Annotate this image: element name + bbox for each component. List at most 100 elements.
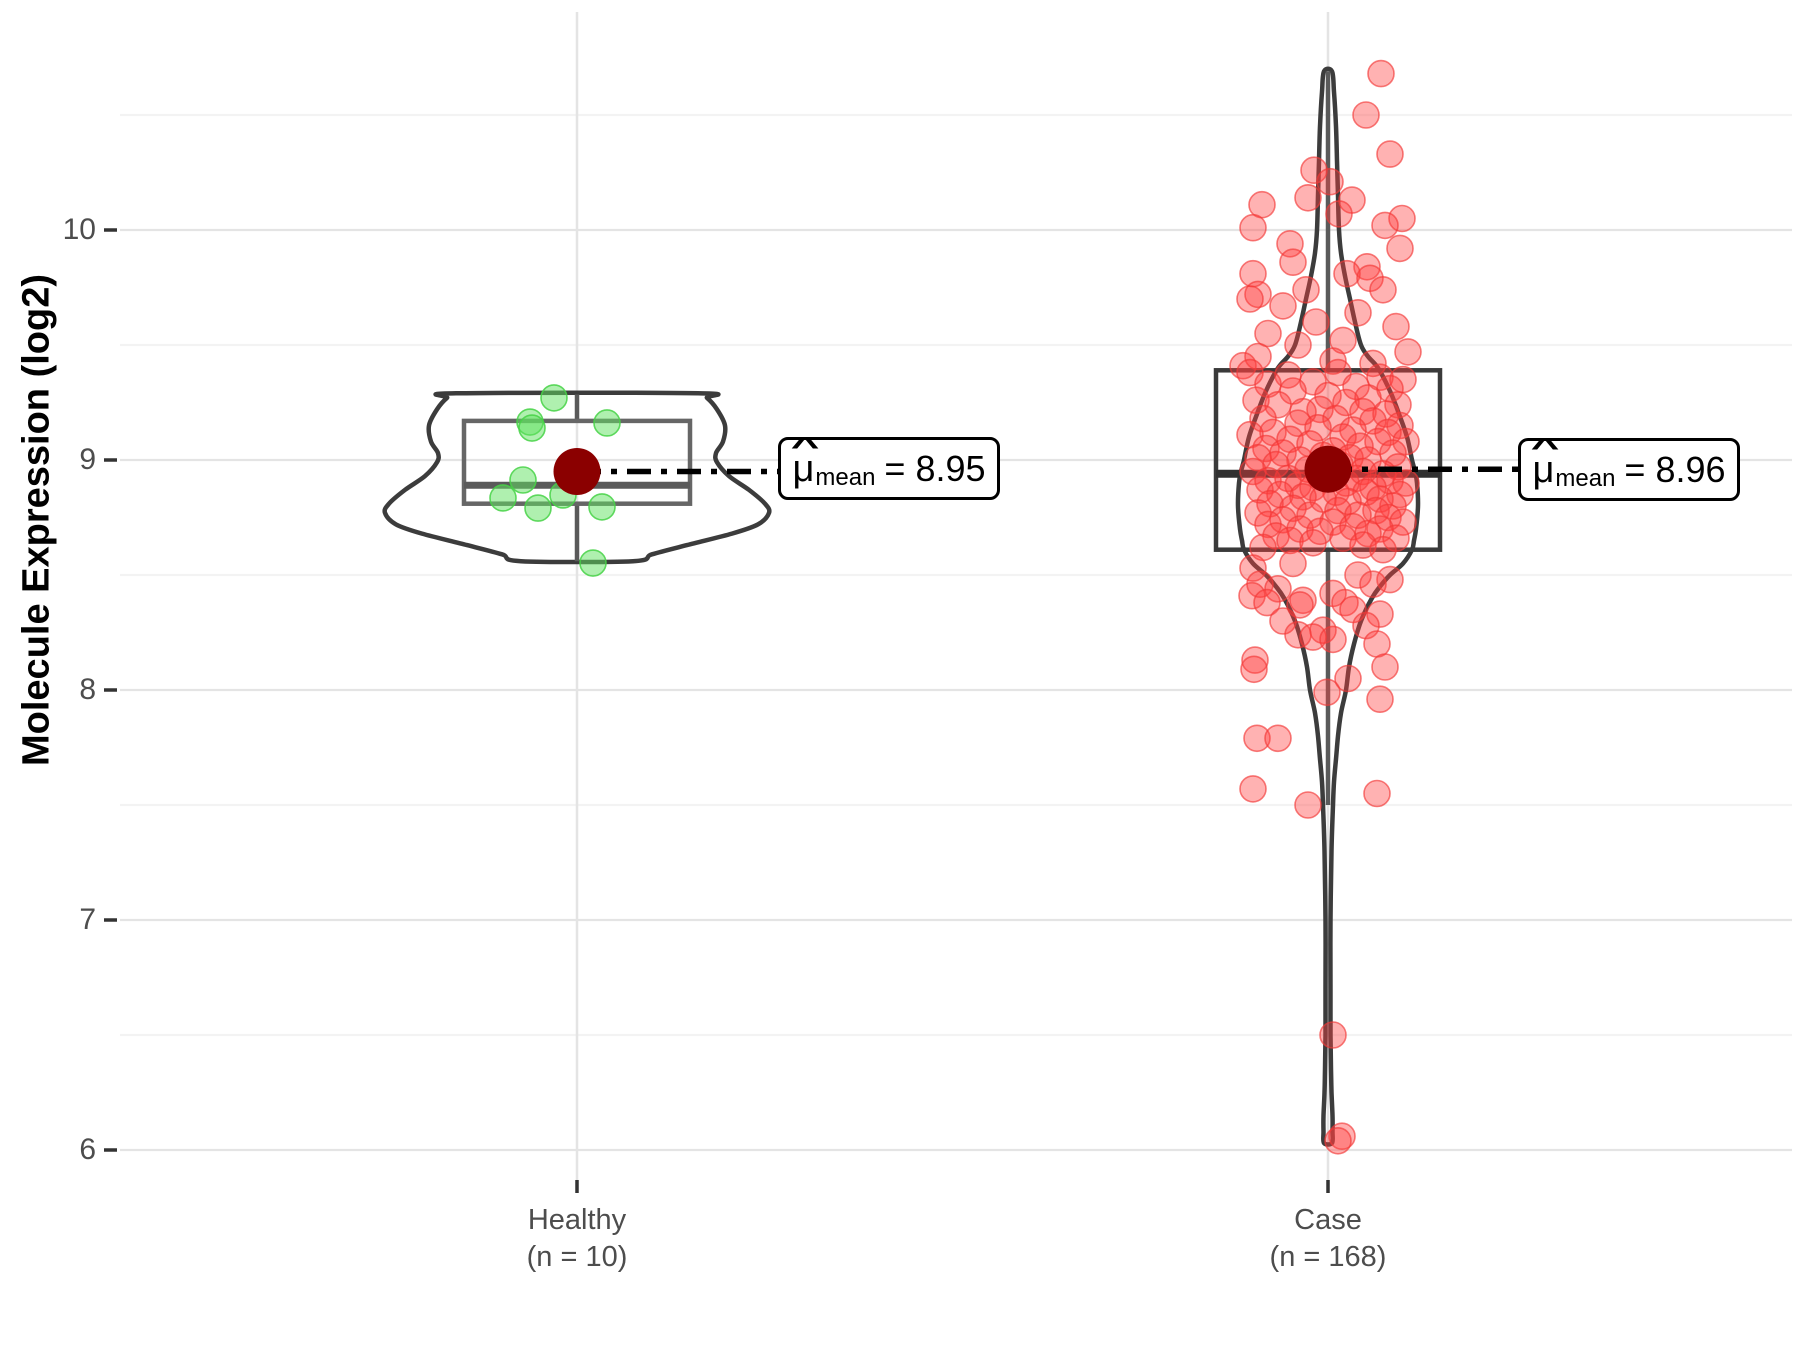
jitter-point-case xyxy=(1382,312,1410,341)
jitter-point-case xyxy=(1279,549,1307,578)
jitter-point-case xyxy=(1264,390,1292,419)
jitter-point-case xyxy=(1316,167,1344,196)
mean-value: = 8.96 xyxy=(1624,448,1726,490)
mean-subscript: mean xyxy=(815,463,876,491)
jitter-point-case xyxy=(1239,213,1267,242)
jitter-point-case xyxy=(1389,508,1417,536)
jitter-point-case xyxy=(1296,501,1324,530)
jitter-point-case xyxy=(1366,600,1394,628)
mean-label-healthy: ^ μ mean = 8.95 xyxy=(778,433,1000,500)
mu-hat-symbol: ^ μ xyxy=(790,433,819,490)
x-label-case-line1: Case xyxy=(1294,1204,1362,1236)
jitter-point-case xyxy=(1366,485,1394,513)
jitter-point-case xyxy=(1369,535,1397,564)
jitter-point-case xyxy=(1367,59,1395,88)
mu-glyph: μ xyxy=(792,447,815,490)
jitter-point-case xyxy=(1388,204,1416,233)
jitter-point-case xyxy=(1239,457,1267,486)
jitter-point-case xyxy=(1264,724,1292,753)
jitter-point-case xyxy=(1299,623,1327,651)
mean-dot-healthy xyxy=(553,448,601,495)
jitter-point-case xyxy=(1243,724,1271,753)
jitter-point-healthy xyxy=(588,493,616,521)
jitter-point-case xyxy=(1299,528,1327,557)
jitter-point-healthy xyxy=(593,409,621,437)
jitter-point-case xyxy=(1239,775,1267,803)
x-label-healthy: Healthy (n = 10) xyxy=(397,1202,757,1276)
jitter-point-case xyxy=(1262,450,1290,479)
jitter-point-case xyxy=(1334,664,1362,693)
jitter-point-case xyxy=(1294,184,1322,212)
mean-label-case: ^ μ mean = 8.96 xyxy=(1518,434,1740,501)
violin-healthy xyxy=(382,390,772,565)
y-tick-label-8: 8 xyxy=(79,673,96,706)
jitter-point-case xyxy=(1325,200,1353,228)
jitter-point-case xyxy=(1242,386,1270,415)
y-tick-label-6: 6 xyxy=(79,1133,96,1166)
jitter-point-case xyxy=(1322,404,1350,433)
mean-dot-case xyxy=(1304,445,1352,493)
mean-subscript: mean xyxy=(1555,464,1616,492)
jitter-point-case xyxy=(1244,342,1272,371)
jitter-point-case xyxy=(1241,646,1269,674)
jitter-point-case xyxy=(1279,494,1307,523)
jitter-point-case xyxy=(1376,565,1404,594)
mu-glyph: μ xyxy=(1532,448,1555,491)
mu-hat-symbol: ^ μ xyxy=(1530,434,1559,491)
jitter-point-case xyxy=(1289,482,1317,511)
jitter-point-case xyxy=(1344,561,1372,589)
jitter-point-case xyxy=(1300,156,1328,184)
jitter-point-case xyxy=(1329,423,1357,451)
x-label-case: Case (n = 168) xyxy=(1148,1202,1508,1276)
x-label-healthy-line1: Healthy xyxy=(527,1204,627,1236)
jitter-point-case xyxy=(1274,464,1302,493)
jitter-point-case xyxy=(1279,248,1307,277)
jitter-point-case xyxy=(1328,1122,1356,1150)
box-healthy xyxy=(461,418,693,506)
jitter-point-case xyxy=(1254,319,1282,348)
jitter-point-case xyxy=(1244,499,1272,527)
jitter-point-case xyxy=(1238,581,1266,610)
jitter-point-healthy xyxy=(540,384,568,412)
jitter-point-case xyxy=(1240,655,1268,684)
jitter-point-case xyxy=(1366,363,1394,392)
jitter-point-case xyxy=(1352,101,1380,129)
jitter-point-case xyxy=(1248,190,1276,219)
jitter-point-case xyxy=(1269,607,1297,635)
jitter-point-case xyxy=(1344,298,1372,327)
x-label-case-line2: (n = 168) xyxy=(1269,1241,1387,1273)
jitter-point-case xyxy=(1253,588,1281,617)
jitter-point-case xyxy=(1319,625,1347,654)
hat-accent: ^ xyxy=(1530,431,1559,462)
jitter-point-case xyxy=(1264,574,1292,603)
jitter-point-case xyxy=(1294,791,1322,819)
jitter-point-case xyxy=(1313,678,1341,707)
jitter-point-case xyxy=(1319,1021,1347,1049)
jitter-point-case xyxy=(1366,685,1394,714)
jitter-point-case xyxy=(1284,331,1312,359)
x-label-healthy-line2: (n = 10) xyxy=(526,1241,628,1273)
jitter-point-case xyxy=(1394,338,1422,366)
jitter-point-case xyxy=(1359,570,1387,599)
jitter-point-case xyxy=(1376,140,1404,168)
hat-accent: ^ xyxy=(790,430,819,461)
jitter-point-case xyxy=(1371,653,1399,681)
jitter-point-case xyxy=(1371,211,1399,240)
jitter-point-case xyxy=(1286,591,1314,619)
jitter-point-healthy xyxy=(579,549,607,577)
y-tick-label-7: 7 xyxy=(79,903,96,936)
jitter-point-case xyxy=(1292,275,1320,304)
jitter-point-case xyxy=(1289,586,1317,615)
jitter-point-case xyxy=(1369,275,1397,304)
jitter-point-case xyxy=(1302,308,1330,336)
jitter-point-case xyxy=(1363,779,1391,808)
box-case xyxy=(1213,368,1443,552)
jitter-point-case xyxy=(1339,416,1367,444)
y-tick-label-10: 10 xyxy=(62,213,96,246)
jitter-point-case xyxy=(1269,505,1297,534)
jitter-point-healthy xyxy=(518,414,546,442)
mean-value: = 8.95 xyxy=(884,447,986,489)
jitter-point-case xyxy=(1386,234,1414,263)
